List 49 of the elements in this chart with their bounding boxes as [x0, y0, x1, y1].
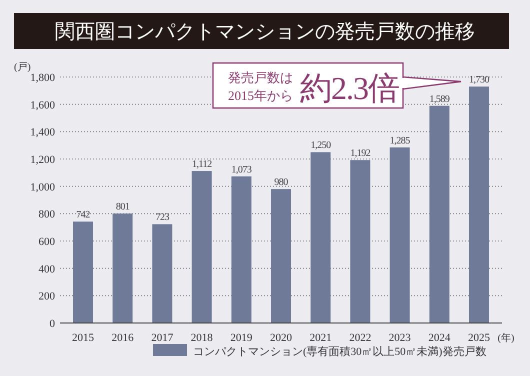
- x-tick-label: 2025: [468, 332, 490, 344]
- x-tick-label: 2024: [428, 332, 451, 344]
- x-tick-label: 2015: [72, 332, 94, 344]
- bar: [271, 189, 291, 323]
- x-tick-label: 2023: [388, 332, 412, 344]
- text: 980: [274, 177, 288, 188]
- text: 1,730: [469, 74, 489, 86]
- text: 1,112: [192, 159, 212, 170]
- x-tick-label: 2017: [151, 332, 174, 344]
- y-axis-title: (戸): [14, 62, 31, 73]
- x-axis-title: (年): [498, 332, 514, 344]
- y-tick-label: 1,800: [30, 72, 56, 84]
- y-tick-label: 0: [50, 318, 56, 330]
- text: 742: [76, 210, 90, 221]
- y-tick-label: 400: [38, 263, 56, 276]
- bar: [73, 222, 93, 323]
- x-tick-label: 2022: [349, 332, 372, 344]
- legend-label: コンパクトマンション(専有面積30㎡以上50㎡未満)発売戸数: [193, 345, 486, 358]
- bar: [390, 147, 410, 323]
- text: 1,285: [390, 135, 410, 146]
- bar: [469, 86, 489, 323]
- y-tick-label: 600: [38, 236, 56, 248]
- bar: [152, 224, 172, 323]
- annotation: 約2.3倍: [300, 70, 399, 106]
- y-tick-label: 1,000: [30, 181, 56, 194]
- y-tick-label: 1,200: [30, 154, 56, 166]
- y-tick-label: 200: [38, 290, 56, 303]
- y-tick-label: 1,600: [30, 99, 56, 112]
- x-tick-label: 2019: [230, 332, 253, 344]
- bar: [429, 106, 450, 323]
- text: 1,073: [231, 164, 252, 176]
- bar: [192, 171, 212, 323]
- bar: [350, 160, 370, 323]
- chart-title: 関西圏コンパクトマンションの発売戸数の推移: [55, 21, 475, 43]
- x-tick-label: 2020: [270, 332, 292, 344]
- text: 723: [155, 212, 169, 224]
- y-tick-label: 800: [38, 208, 56, 221]
- text: 801: [116, 202, 130, 213]
- bar: [112, 214, 133, 323]
- x-tick-label: 2021: [310, 332, 332, 344]
- x-tick-label: 2018: [190, 332, 214, 344]
- text: 1,192: [350, 148, 370, 160]
- bar: [231, 176, 252, 323]
- text: 1,589: [429, 94, 450, 105]
- annotation: 発売戸数は 2015年から: [228, 70, 293, 103]
- y-tick-label: 1,400: [30, 126, 56, 139]
- bar: [310, 152, 331, 323]
- text: 1,250: [310, 140, 331, 152]
- x-tick-label: 2016: [112, 332, 134, 344]
